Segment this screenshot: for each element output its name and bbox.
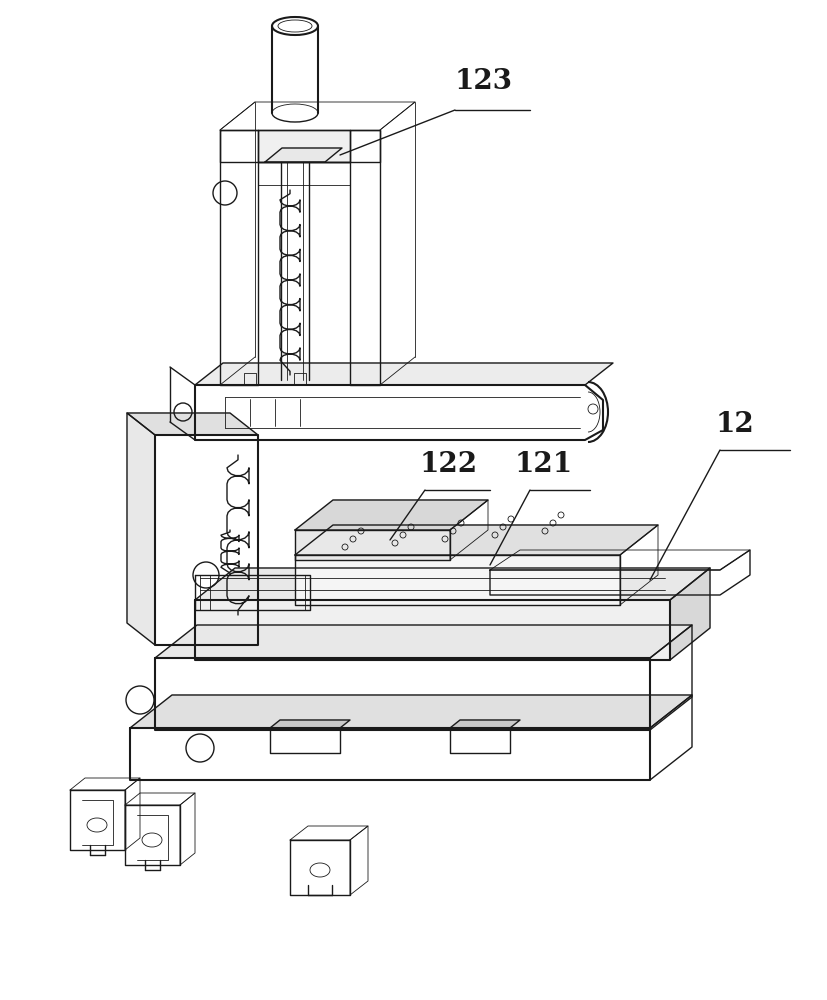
Text: 121: 121 xyxy=(514,451,572,478)
Polygon shape xyxy=(294,500,487,530)
Polygon shape xyxy=(155,625,691,658)
Polygon shape xyxy=(294,530,449,560)
Polygon shape xyxy=(195,568,709,600)
Text: 122: 122 xyxy=(419,451,477,478)
Polygon shape xyxy=(265,148,342,162)
Polygon shape xyxy=(195,363,612,385)
Polygon shape xyxy=(195,600,669,660)
Polygon shape xyxy=(449,720,519,728)
Polygon shape xyxy=(294,525,657,555)
Text: 12: 12 xyxy=(715,411,754,438)
Polygon shape xyxy=(294,555,619,605)
Polygon shape xyxy=(258,130,350,162)
Polygon shape xyxy=(270,720,350,728)
Polygon shape xyxy=(669,568,709,660)
Polygon shape xyxy=(127,413,258,435)
Polygon shape xyxy=(130,695,691,728)
Text: 123: 123 xyxy=(455,68,513,95)
Polygon shape xyxy=(127,413,155,645)
